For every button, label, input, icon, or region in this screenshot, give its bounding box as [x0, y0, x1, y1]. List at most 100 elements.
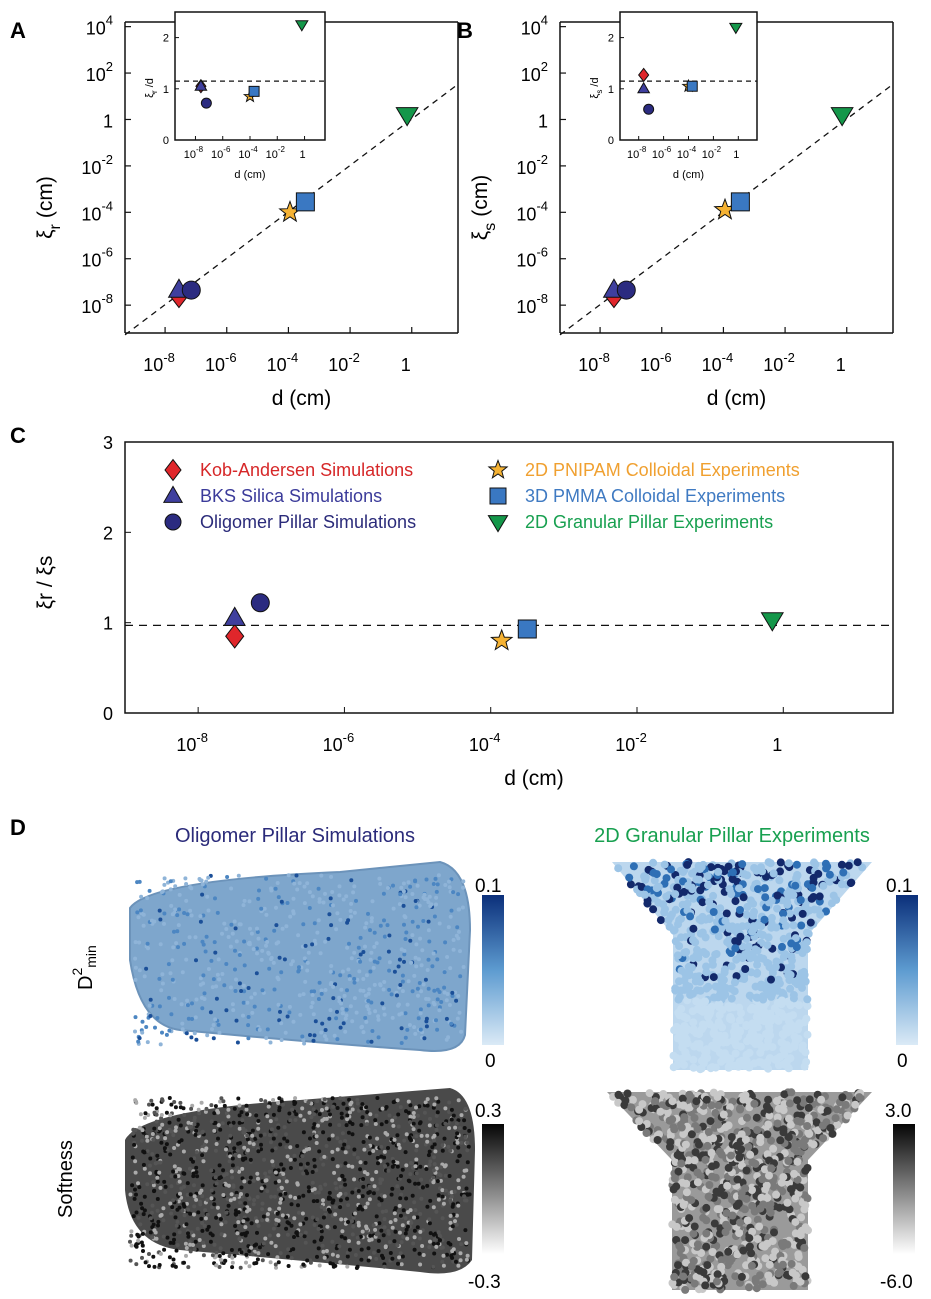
particle [698, 912, 707, 921]
particle [177, 1139, 182, 1144]
particle [702, 1095, 711, 1104]
particle [418, 1027, 423, 1032]
particle [302, 1041, 307, 1046]
particle [284, 1145, 289, 1150]
particle [421, 982, 426, 987]
particle [310, 1170, 315, 1174]
colorbar-d2min-right [896, 895, 918, 1045]
particle [327, 1016, 332, 1021]
particle [185, 1181, 190, 1186]
particle [148, 997, 153, 1002]
particle [196, 1210, 201, 1215]
particle [224, 1147, 228, 1152]
particle [161, 1218, 166, 1223]
particle [172, 1100, 177, 1104]
particle [369, 1000, 374, 1005]
particle [330, 890, 335, 894]
particle [319, 988, 324, 993]
particle [133, 940, 138, 945]
particle [360, 1115, 365, 1120]
particle [775, 1203, 784, 1212]
particle [375, 1136, 380, 1141]
particle [451, 947, 456, 952]
particle [366, 1258, 371, 1263]
particle [259, 1142, 263, 1147]
particle [437, 1008, 442, 1013]
particle [412, 1235, 417, 1240]
particle [321, 1215, 326, 1220]
particle [285, 901, 290, 905]
particle [764, 1095, 773, 1104]
particle [352, 910, 357, 915]
particle [425, 1204, 430, 1209]
particle [426, 997, 431, 1002]
particle [239, 1185, 244, 1190]
legend-marker-diamond [164, 458, 182, 482]
particle [395, 1164, 400, 1169]
particle [710, 1043, 719, 1052]
particle [188, 1249, 193, 1254]
particle [189, 1106, 194, 1111]
particle [707, 1148, 716, 1157]
particle [705, 915, 714, 924]
particle [161, 1234, 166, 1239]
particle [158, 1185, 163, 1190]
particle [129, 1243, 134, 1248]
x-tick-label: 1 [772, 735, 782, 755]
particle [376, 1238, 381, 1243]
particle [278, 1251, 283, 1256]
particle [303, 943, 308, 948]
particle [148, 1014, 153, 1018]
particle [136, 1215, 141, 1220]
particle [221, 1099, 226, 1104]
particle [201, 1159, 206, 1164]
particle [677, 966, 686, 975]
x-tick-label-exponent: -6 [343, 730, 355, 745]
particle [168, 1201, 173, 1206]
particle [347, 974, 352, 978]
particle [332, 1033, 337, 1038]
particle [373, 1009, 378, 1014]
particle [387, 968, 392, 973]
particle [260, 1179, 265, 1184]
particle [232, 1146, 237, 1151]
particle [373, 1122, 378, 1126]
particle [292, 1102, 297, 1106]
particle [384, 1119, 389, 1124]
particle [399, 1026, 404, 1031]
particle [302, 1118, 307, 1123]
x-tick-label: 10-8 [176, 730, 208, 755]
particle [260, 988, 265, 993]
particle [202, 1142, 207, 1147]
particle [779, 1128, 788, 1137]
particle [322, 1154, 327, 1159]
particle [140, 1019, 145, 1024]
particle [399, 1192, 404, 1197]
particle [332, 1170, 337, 1175]
particle [702, 962, 711, 971]
particle [158, 1251, 163, 1256]
particle [237, 1169, 242, 1174]
particle [247, 1207, 252, 1212]
particle [312, 1187, 317, 1192]
particle [226, 1114, 231, 1119]
particle [175, 913, 180, 918]
particle [457, 1154, 462, 1158]
particle [803, 1194, 812, 1203]
particle [660, 860, 669, 869]
particle [765, 1171, 773, 1180]
particle [268, 1119, 273, 1124]
particle [287, 1004, 292, 1009]
particle [440, 1259, 445, 1264]
particle [695, 1140, 703, 1149]
particle [447, 1174, 452, 1178]
particle [189, 913, 194, 918]
particle [427, 1217, 432, 1222]
particle [763, 1193, 772, 1202]
particle [443, 883, 448, 887]
particle [722, 1209, 731, 1218]
inset-y-label-tail: /d [144, 78, 156, 90]
particle [387, 933, 392, 938]
particle [410, 919, 415, 924]
colorbar-softness-left-min: -0.3 [468, 1272, 501, 1293]
